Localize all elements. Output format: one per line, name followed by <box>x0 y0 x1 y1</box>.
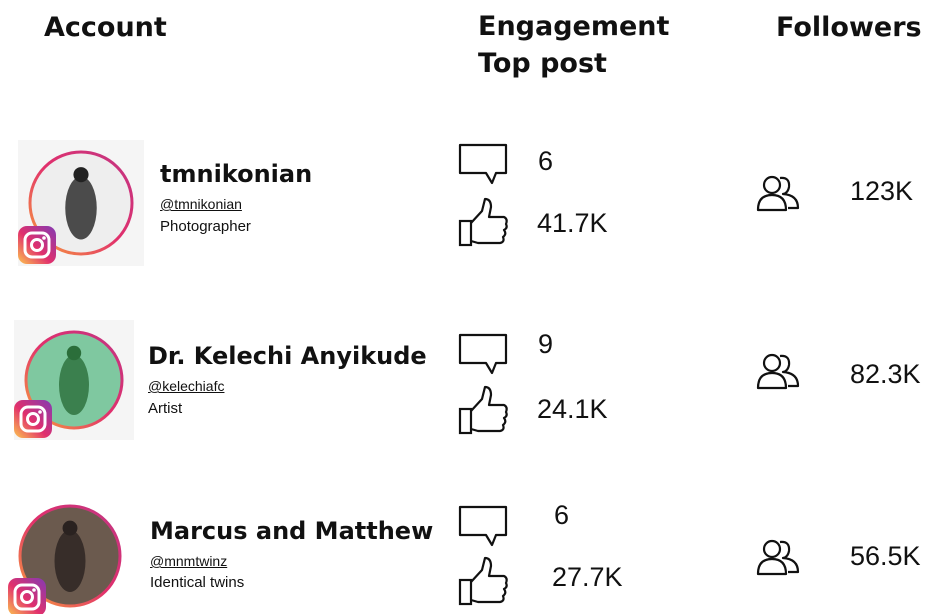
account-handle: @kelechiafc <box>148 378 225 394</box>
like-icon <box>458 385 508 435</box>
followers-count: 82.3K <box>850 359 921 389</box>
followers-count: 123K <box>850 176 914 206</box>
followers-icon <box>756 353 800 390</box>
like-icon <box>458 556 508 606</box>
avatar <box>14 320 134 440</box>
followers-icon <box>756 175 800 212</box>
followers-icon <box>756 539 800 576</box>
comment-count: 6 <box>538 146 554 176</box>
account-description: Identical twins <box>150 574 245 591</box>
like-count: 41.7K <box>537 208 608 238</box>
like-count: 27.7K <box>552 562 623 592</box>
account-description: Photographer <box>160 218 251 235</box>
account-handle: @mnmtwinz <box>150 553 228 569</box>
like-count: 24.1K <box>537 394 608 424</box>
header-engagement: Engagement <box>478 11 670 42</box>
account-name: Dr. Kelechi Anyikude <box>148 342 427 370</box>
comment-icon <box>458 143 508 185</box>
account-name: tmnikonian <box>160 160 313 188</box>
account-description: Artist <box>148 400 183 417</box>
comment-icon <box>458 333 508 375</box>
avatar <box>18 140 144 266</box>
comment-icon <box>458 505 508 547</box>
header-account: Account <box>44 12 167 43</box>
avatar <box>8 504 122 614</box>
comment-count: 9 <box>538 329 554 359</box>
header-followers: Followers <box>776 12 922 43</box>
comment-count: 6 <box>554 500 570 530</box>
like-icon <box>458 197 508 247</box>
header-top-post: Top post <box>478 48 607 79</box>
account-handle: @tmnikonian <box>160 196 242 212</box>
account-name: Marcus and Matthew <box>150 517 434 545</box>
followers-count: 56.5K <box>850 541 921 571</box>
